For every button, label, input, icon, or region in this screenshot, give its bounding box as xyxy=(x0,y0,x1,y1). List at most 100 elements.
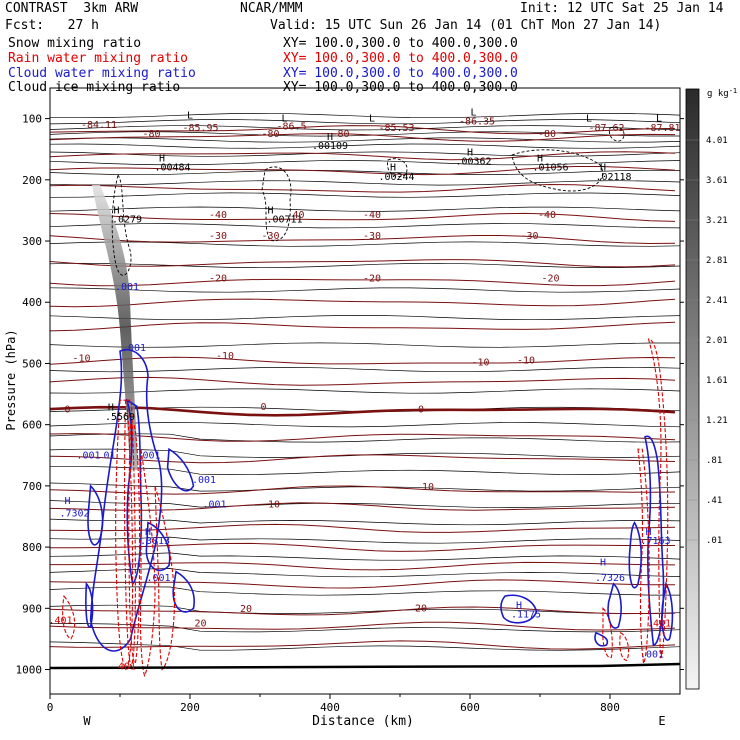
rain-water-contour xyxy=(128,424,141,664)
isentrope-line xyxy=(50,137,680,143)
cloud-water-contour xyxy=(87,484,104,546)
colorbar: g kg-1 4.01 3.61 3.21 2.81 2.41 2.01 1.61 1.21.… xyxy=(685,87,737,690)
isentrope-line xyxy=(50,315,680,321)
snow-plume xyxy=(92,185,138,470)
rain-water-contour xyxy=(637,448,650,666)
temperature-contour xyxy=(50,183,676,193)
temperature-label: 0 xyxy=(418,404,424,415)
extremum-label: H xyxy=(108,403,114,414)
cloud-water-label: .001 xyxy=(122,343,146,354)
isentrope-line xyxy=(50,552,680,561)
temperature-label: -80 xyxy=(331,129,349,140)
cloud-water-contour xyxy=(661,581,674,641)
temperature-label: -10 xyxy=(216,351,234,362)
ice-contour-5 xyxy=(111,173,132,276)
cloud-water-contour xyxy=(607,582,622,629)
y-tick-label: 400 xyxy=(22,296,42,309)
isentrope-line xyxy=(50,422,680,428)
ground-line xyxy=(50,662,680,670)
isentrope-lines xyxy=(50,112,680,651)
extremum-label: H xyxy=(390,163,396,174)
temperature-contour xyxy=(50,321,676,332)
temperature-label: -80 xyxy=(142,129,160,140)
cloud-water-contour xyxy=(172,570,195,613)
temperature-contour xyxy=(50,133,676,142)
temperature-label: -30 xyxy=(209,231,227,242)
cloud-water-label: .001 xyxy=(202,499,226,510)
rain-water-contour xyxy=(139,449,156,678)
y-tick-label: 700 xyxy=(22,480,42,493)
temperature-contour xyxy=(50,485,676,495)
y-tick-label: 900 xyxy=(22,602,42,615)
isentrope-line xyxy=(50,151,680,157)
rain-water-label: .401 xyxy=(647,619,671,630)
y-tick-label: 100 xyxy=(22,113,42,126)
init-label: Init: 12 UTC Sat 25 Jan 14 xyxy=(520,1,724,16)
x-axis-title: Distance (km) xyxy=(312,714,414,729)
y-axis-title: Pressure (hPa) xyxy=(4,329,18,430)
extremum-label: L xyxy=(656,114,662,125)
cloud-water-label: .001 xyxy=(146,573,170,584)
temperature-label: -85.53 xyxy=(378,123,414,134)
zero-temperature-contour xyxy=(50,405,676,417)
isentrope-line xyxy=(50,143,680,149)
temperature-label: -40 xyxy=(363,210,381,221)
isentrope-line xyxy=(50,623,680,633)
extremum-label: H xyxy=(113,206,119,217)
temperature-contour xyxy=(50,125,676,135)
extremum-label: H xyxy=(159,154,165,165)
y-tick-label: 300 xyxy=(22,235,42,248)
extremum-label: .00711 xyxy=(266,215,302,226)
cloud-water-contour xyxy=(594,631,609,647)
colorbar-level: 3.61 xyxy=(706,176,728,186)
extremum-label: .02118 xyxy=(595,172,631,183)
isentrope-line xyxy=(50,160,680,166)
isentrope-line xyxy=(50,125,680,131)
colorbar-level: .01 xyxy=(706,536,722,546)
extremum-label: L xyxy=(586,114,592,125)
extremum-label: .5569 xyxy=(105,412,135,423)
y-tick-label: 500 xyxy=(22,357,42,370)
temperature-label: 20 xyxy=(240,604,252,615)
isentrope-line xyxy=(50,206,680,212)
plot-area: -84.11 -85.95 -86.5 -85.53 -86.35 -87.62 -87.8… xyxy=(50,108,680,678)
temperature-contour xyxy=(50,298,676,308)
cloud-water-label: .7163 xyxy=(640,536,670,547)
extremum-label: H xyxy=(267,206,273,217)
temperature-contour xyxy=(50,621,676,631)
temperature-label: -40 xyxy=(209,210,227,221)
isentrope-line xyxy=(50,388,680,394)
extremum-label: .00484 xyxy=(154,163,190,174)
cloud-water-label: .001 xyxy=(192,475,216,486)
cloud-water-contour xyxy=(166,447,195,492)
temperature-label: 0 xyxy=(260,402,266,413)
temperature-contour xyxy=(50,523,676,533)
cloud-water-label: .1175 xyxy=(511,610,541,621)
x-tick-label: 600 xyxy=(460,701,480,714)
x-tick-label: 400 xyxy=(320,701,340,714)
cloud-water-label: H xyxy=(64,496,70,507)
x-axis: 0 200 400 600 800 xyxy=(47,694,620,714)
ice-contour-4 xyxy=(608,126,625,142)
temperature-label: -80 xyxy=(261,129,279,140)
field-cloudwater-label: Cloud water mixing ratio xyxy=(8,66,196,81)
ice-contour-1 xyxy=(261,166,292,242)
colorbar-level: 4.01 xyxy=(706,136,728,146)
cloud-water-label: .7302 xyxy=(59,509,89,520)
temperature-contour xyxy=(50,356,676,365)
temperature-label: 40 xyxy=(292,210,304,221)
temperature-contours xyxy=(50,125,676,650)
isentrope-line xyxy=(50,342,680,348)
rain-water-contour xyxy=(62,594,76,640)
isentrope-line xyxy=(50,367,680,373)
cloud-water-contours xyxy=(85,348,674,652)
temperature-contour xyxy=(50,640,676,650)
cloud-water-contour xyxy=(145,521,171,572)
temperature-label: 0 xyxy=(64,404,70,415)
isentrope-line xyxy=(50,169,680,176)
temperature-label: -30 xyxy=(520,231,538,242)
isentrope-line xyxy=(50,433,680,443)
rain-water-contours xyxy=(62,338,669,678)
field-rain-label: Rain water mixing ratio xyxy=(8,51,189,66)
